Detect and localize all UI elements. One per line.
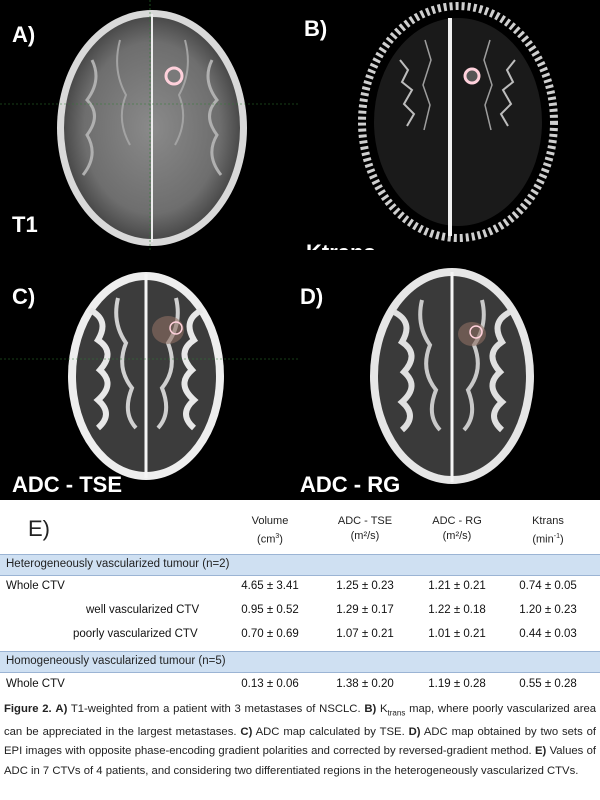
header-adc-rg: ADC - RG (m²/s) bbox=[402, 514, 512, 544]
cell-adc-rg: 1.01 ± 0.21 bbox=[428, 628, 486, 640]
cell-adc-rg: 1.19 ± 0.28 bbox=[428, 678, 486, 690]
cell-adc-tse: 1.38 ± 0.20 bbox=[336, 678, 394, 690]
panel-a-t1: A) T1 bbox=[0, 0, 300, 250]
caption-c-marker: C) bbox=[240, 725, 253, 738]
header-adc-tse: ADC - TSE (m²/s) bbox=[310, 514, 420, 544]
cell-ktrans: 1.20 ± 0.23 bbox=[519, 604, 577, 616]
row-label: poorly vascularized CTV bbox=[73, 628, 198, 640]
ktrans-map-image bbox=[358, 2, 558, 242]
table-row: Whole CTV 4.65 ± 3.41 1.25 ± 0.23 1.21 ±… bbox=[0, 576, 600, 598]
cell-volume: 4.65 ± 3.41 bbox=[241, 580, 299, 592]
cell-volume: 0.70 ± 0.69 bbox=[241, 628, 299, 640]
panel-b-letter: B) bbox=[304, 16, 328, 41]
table-row: Whole CTV 0.13 ± 0.06 1.38 ± 0.20 1.19 ±… bbox=[0, 674, 600, 696]
cell-adc-rg: 1.21 ± 0.21 bbox=[428, 580, 486, 592]
header-ktrans-title: Ktrans bbox=[532, 515, 564, 527]
header-adc-rg-title: ADC - RG bbox=[432, 515, 482, 527]
panel-a-caption: T1 bbox=[12, 212, 38, 237]
figure-panels: A) T1 B) Ktrans C) bbox=[0, 0, 600, 500]
header-adc-tse-unit: (m²/s) bbox=[350, 530, 380, 542]
adc-rg-map-image bbox=[370, 268, 534, 484]
t1-mri-image bbox=[0, 0, 300, 250]
panel-d-adc-rg: D) ADC - RG bbox=[300, 250, 600, 500]
section-homogeneous: Homogeneously vascularized tumour (n=5) bbox=[0, 651, 600, 673]
cell-volume: 0.95 ± 0.52 bbox=[241, 604, 299, 616]
table-label: E) bbox=[28, 516, 50, 541]
row-label: well vascularized CTV bbox=[86, 604, 200, 616]
header-volume-unit: (cm3) bbox=[257, 533, 283, 546]
caption-figure-number: Figure 2. bbox=[4, 703, 52, 715]
panel-c-letter: C) bbox=[12, 284, 36, 309]
values-table: E) Volume (cm3) ADC - TSE (m²/s) ADC - R… bbox=[0, 506, 600, 694]
caption-e-text: Values of ADC in 7 CTVs of 4 patients, a… bbox=[4, 745, 597, 777]
header-adc-tse-title: ADC - TSE bbox=[337, 515, 393, 527]
caption-a-text: T1-weighted from a patient with 3 metast… bbox=[70, 703, 361, 715]
cell-ktrans: 0.55 ± 0.28 bbox=[519, 678, 577, 690]
cell-volume: 0.13 ± 0.06 bbox=[241, 678, 299, 690]
table-row: poorly vascularized CTV 0.70 ± 0.69 1.07… bbox=[0, 624, 600, 646]
caption-d-marker: D) bbox=[408, 725, 421, 738]
section-homogeneous-label: Homogeneously vascularized tumour (n=5) bbox=[6, 655, 226, 667]
row-label: Whole CTV bbox=[6, 580, 65, 592]
header-volume: Volume (cm3) bbox=[215, 514, 325, 548]
caption-b-sub: trans bbox=[387, 708, 406, 718]
cell-adc-tse: 1.07 ± 0.21 bbox=[336, 628, 394, 640]
panel-d-caption: ADC - RG bbox=[300, 472, 401, 497]
section-heterogeneous: Heterogeneously vascularized tumour (n=2… bbox=[0, 554, 600, 576]
header-adc-rg-unit: (m²/s) bbox=[442, 530, 472, 542]
header-volume-title: Volume bbox=[251, 515, 289, 527]
header-ktrans: Ktrans (min-1) bbox=[493, 514, 600, 548]
cell-adc-tse: 1.29 ± 0.17 bbox=[336, 604, 394, 616]
caption-b-marker: B) bbox=[364, 703, 377, 715]
row-label: Whole CTV bbox=[6, 678, 65, 690]
caption-d-text: ADC map obtained by two sets of EPI imag… bbox=[4, 725, 597, 758]
panel-c-caption: ADC - TSE bbox=[12, 472, 122, 497]
caption-b-text: map, where poorly vascularized area can … bbox=[4, 703, 597, 738]
panel-b-caption: Ktrans bbox=[306, 240, 376, 250]
cell-ktrans: 0.44 ± 0.03 bbox=[519, 628, 577, 640]
panel-a-letter: A) bbox=[12, 22, 36, 47]
cell-adc-rg: 1.22 ± 0.18 bbox=[428, 604, 486, 616]
header-ktrans-unit: (min-1) bbox=[532, 533, 564, 546]
adc-tse-map-image bbox=[0, 272, 300, 480]
table-row: well vascularized CTV 0.95 ± 0.52 1.29 ±… bbox=[0, 600, 600, 622]
section-heterogeneous-label: Heterogeneously vascularized tumour (n=2… bbox=[6, 558, 230, 570]
panel-b-ktrans: B) Ktrans bbox=[300, 0, 600, 250]
caption-c-text: ADC map calculated by TSE. bbox=[255, 725, 405, 738]
cell-adc-tse: 1.25 ± 0.23 bbox=[336, 580, 394, 592]
figure-caption: Figure 2. A) T1-weighted from a patient … bbox=[4, 700, 596, 781]
panel-d-letter: D) bbox=[300, 284, 324, 309]
caption-e-marker: E) bbox=[534, 745, 547, 758]
cell-ktrans: 0.74 ± 0.05 bbox=[519, 580, 577, 592]
caption-a-marker: A) bbox=[55, 703, 68, 715]
panel-c-adc-tse: C) ADC - TSE bbox=[0, 250, 300, 500]
caption-b-k: K bbox=[380, 703, 388, 715]
